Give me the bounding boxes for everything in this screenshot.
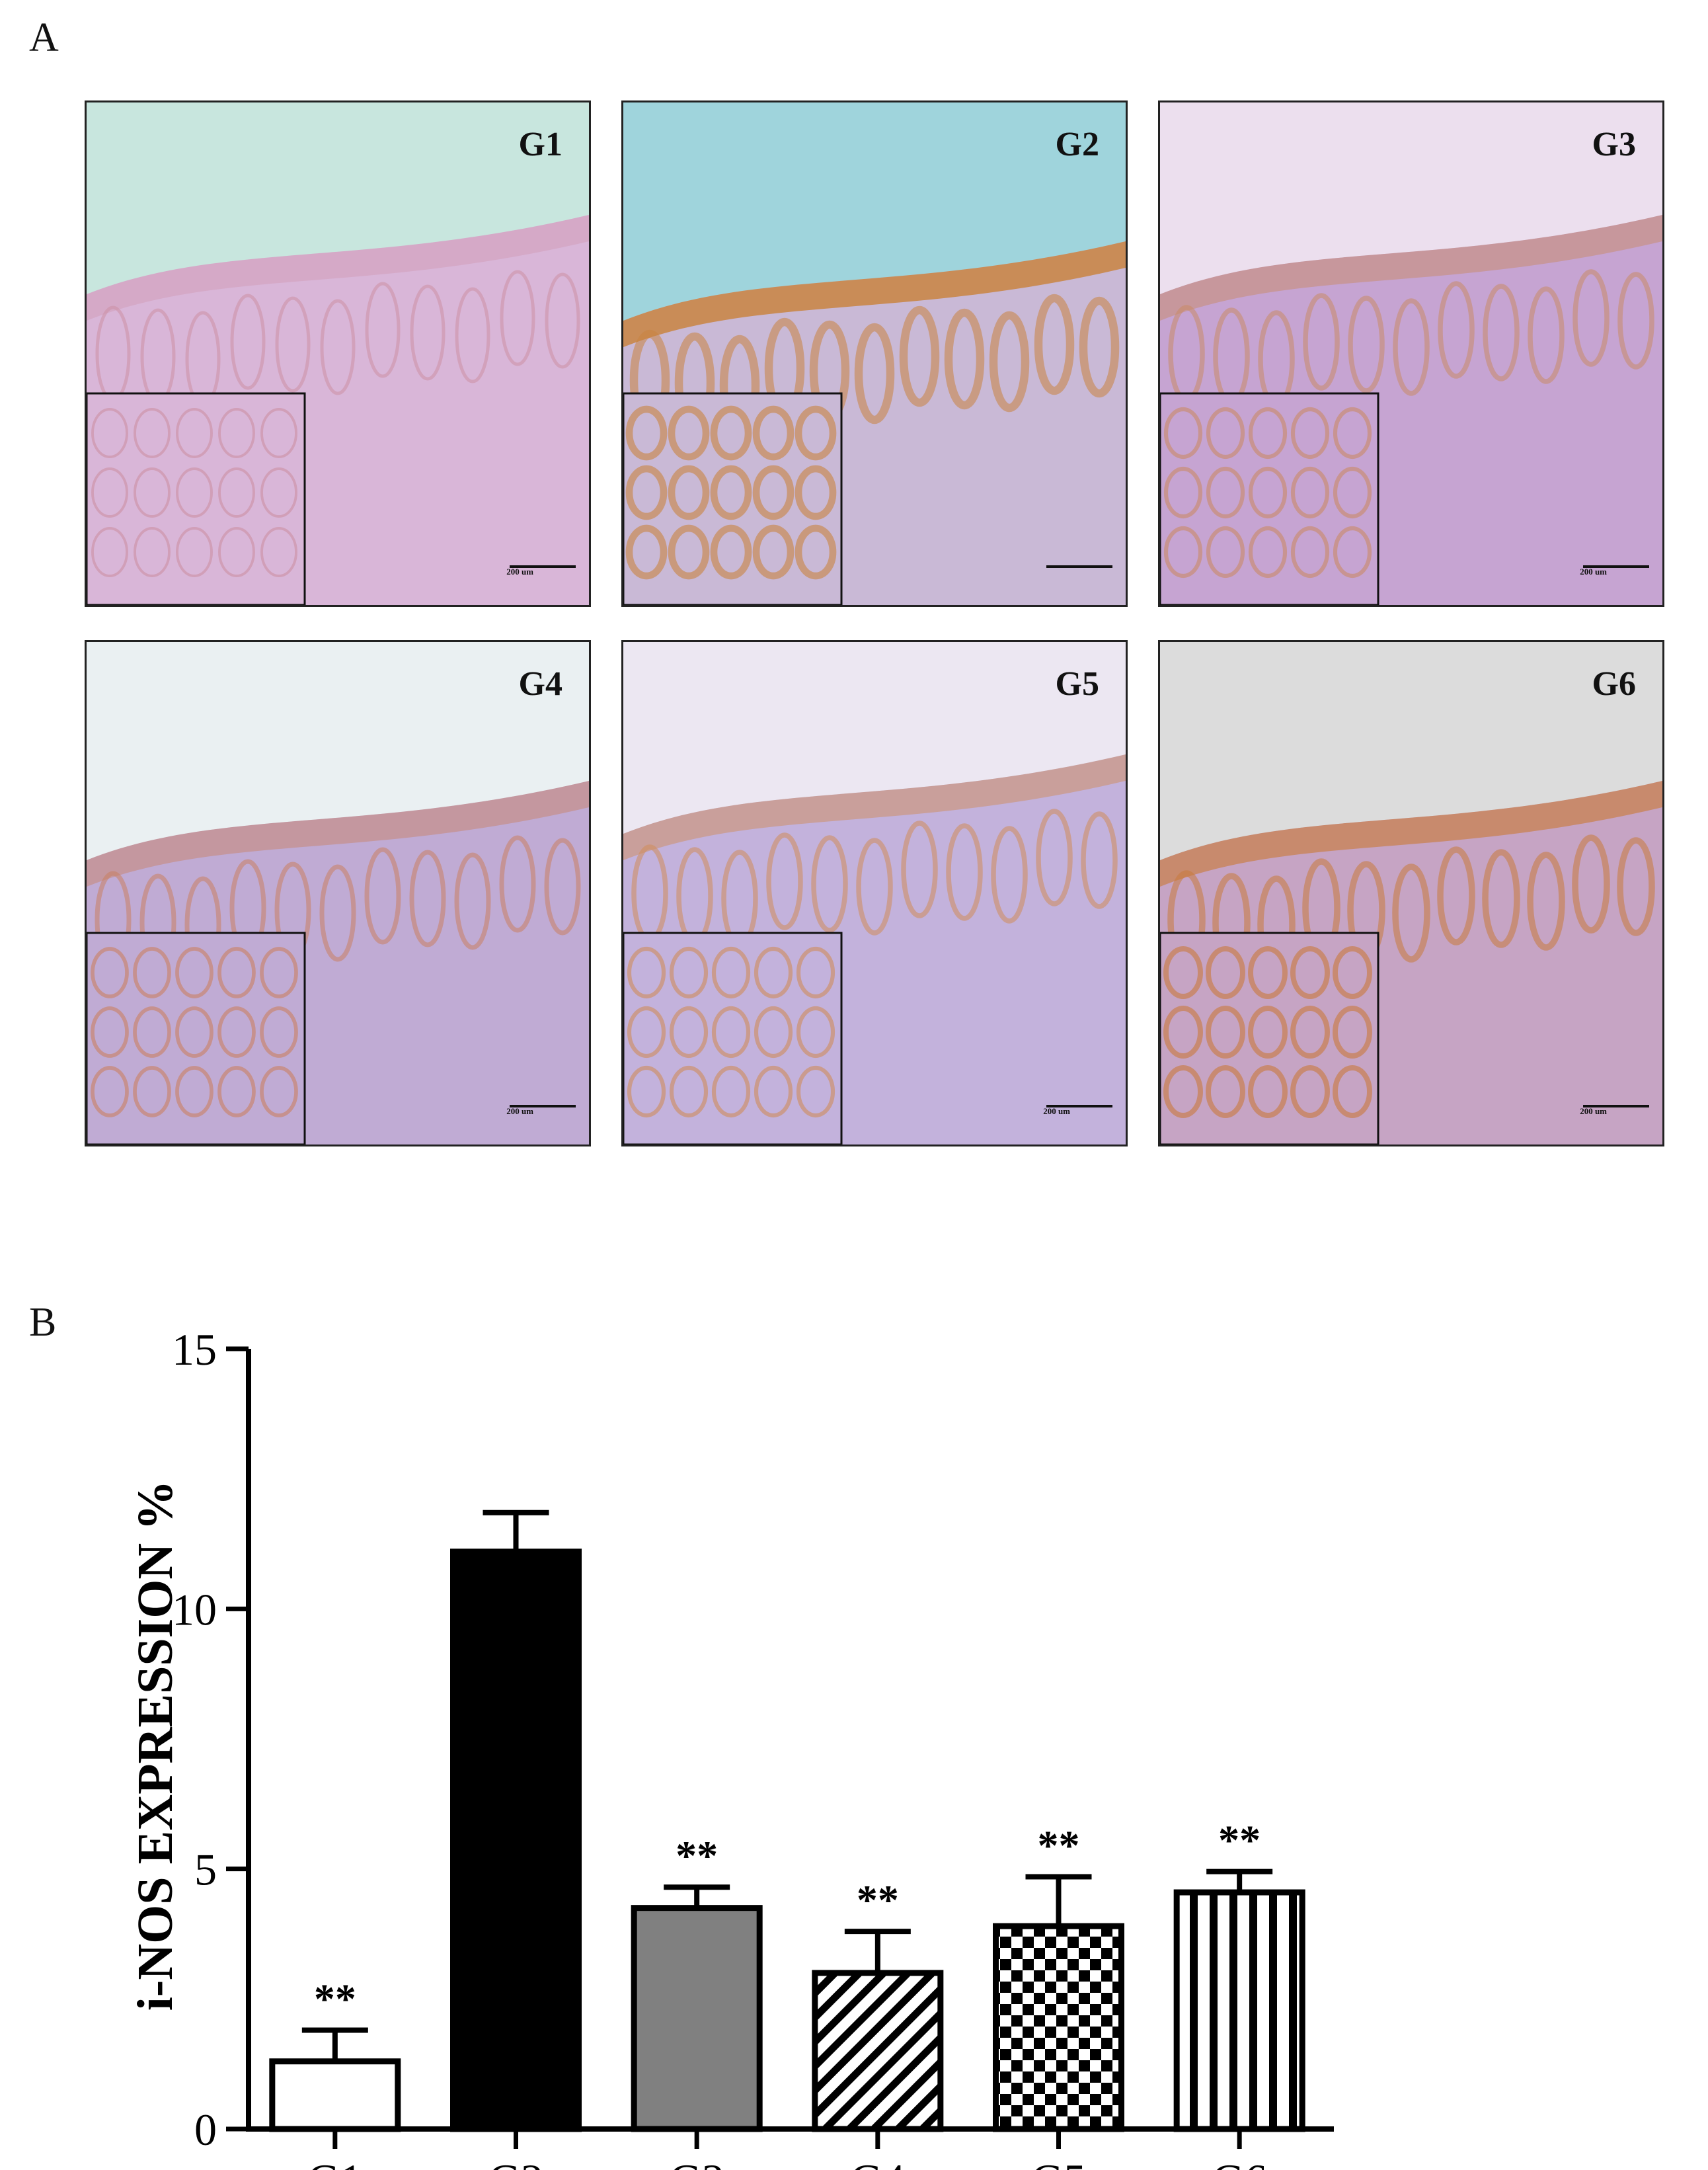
scale-bar [1583, 1105, 1649, 1107]
micrograph-label: G4 [518, 665, 563, 703]
micrograph-label: G3 [1592, 126, 1636, 163]
micrograph-g5: G5 200 um [621, 640, 1128, 1146]
scale-bar-label: 200 um [506, 1106, 533, 1116]
bar-g5 [993, 1923, 1124, 2132]
scale-bar [510, 1105, 576, 1107]
bar-g2 [450, 1548, 582, 2132]
scale-bar-label: 200 um [1580, 567, 1607, 577]
panel-label-b: B [29, 1300, 57, 1345]
bar-g1 [269, 2058, 401, 2132]
significance-marker: ** [1038, 1822, 1080, 1869]
tissue-image [623, 642, 1126, 1145]
x-tick-label: G2 [488, 2155, 543, 2170]
y-tick-label: 15 [172, 1324, 217, 1375]
micrograph-label: G1 [518, 126, 563, 163]
scale-bar [1046, 1105, 1112, 1107]
tissue-image [1160, 102, 1662, 605]
x-tick-label: G4 [850, 2155, 905, 2170]
micrograph-g2: G2 [621, 100, 1128, 607]
x-tick-label: G5 [1031, 2155, 1086, 2170]
micrograph-g4: G4 200 um [85, 640, 591, 1146]
y-tick-label: 10 [172, 1584, 217, 1634]
scale-bar-label: 200 um [1043, 1106, 1070, 1116]
micrograph-label: G2 [1055, 126, 1099, 163]
x-tick-label: G6 [1212, 2155, 1267, 2170]
micrograph-g3: G3 200 um [1158, 100, 1664, 607]
panel-label-a: A [29, 15, 59, 60]
scale-bar [1046, 565, 1112, 568]
micrograph-g1: G1 200 um [85, 100, 591, 607]
bar-chart: 0 5 10 15 G1 G2 G3 G4 G5 G6 ** ** ** ** ** i-NOS EXPR… [128, 1324, 1334, 2170]
significance-marker: ** [314, 1976, 356, 2023]
scale-bar-label: 200 um [506, 567, 533, 577]
tissue-image [623, 102, 1126, 605]
y-axis-label: i-NOS EXPRESSION % [128, 1480, 183, 2011]
scale-bar [1583, 565, 1649, 568]
tissue-image [87, 642, 589, 1145]
significance-marker: ** [857, 1876, 899, 1923]
micrograph-g6: G6 200 um [1158, 640, 1664, 1146]
y-tick-label: 0 [194, 2105, 217, 2155]
micrograph-label: G5 [1055, 665, 1099, 703]
bar-g3 [631, 1905, 763, 2132]
bar-g6 [1173, 1889, 1305, 2132]
micrograph-label: G6 [1592, 665, 1636, 703]
x-tick-label: G1 [307, 2155, 362, 2170]
significance-marker: ** [1218, 1817, 1261, 1864]
scale-bar-label: 200 um [1580, 1106, 1607, 1116]
tissue-image [1160, 642, 1662, 1145]
x-tick-label: G3 [670, 2155, 724, 2170]
scale-bar [510, 565, 576, 568]
y-tick-label: 5 [194, 1845, 217, 1895]
tissue-image [87, 102, 589, 605]
significance-marker: ** [676, 1832, 718, 1879]
bar-g4 [812, 1970, 944, 2132]
